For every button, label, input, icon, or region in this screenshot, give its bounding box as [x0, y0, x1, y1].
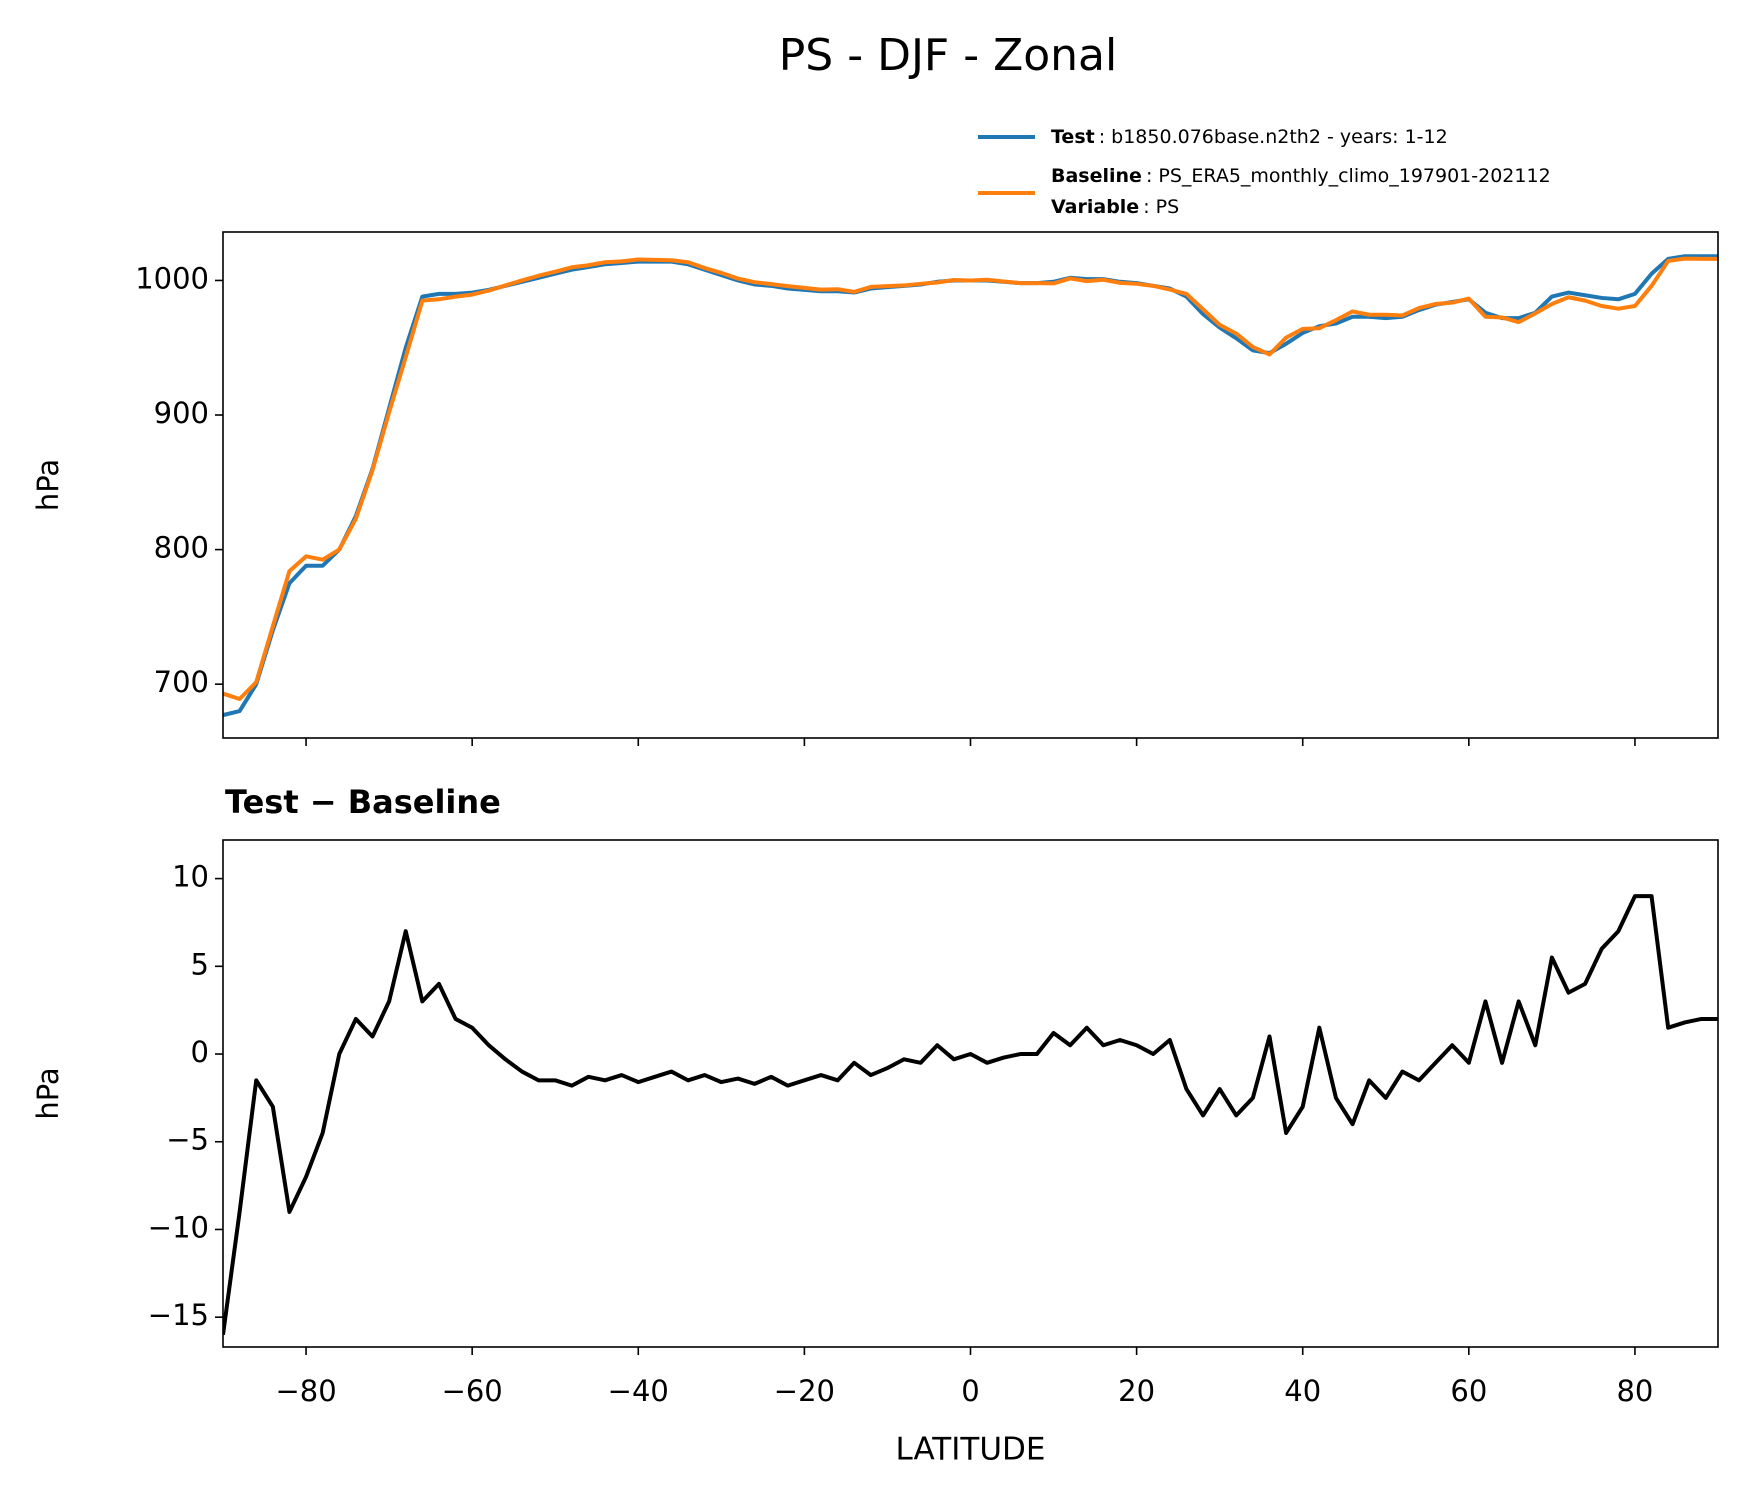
- subplot-title: Test − Baseline: [225, 783, 501, 821]
- x-tick-label: 20: [1118, 1374, 1155, 1408]
- legend-name: Baseline: [1051, 165, 1142, 187]
- x-tick-label: 60: [1450, 1374, 1487, 1408]
- y-tick-label: 0: [191, 1035, 209, 1069]
- legend-detail: : b1850.076base.n2th2 - years: 1-12: [1099, 126, 1448, 148]
- y-tick-label: −5: [166, 1123, 209, 1157]
- data-line: [223, 894, 1718, 1335]
- x-axis-label: LATITUDE: [896, 1432, 1046, 1468]
- y-tick-label: 700: [154, 665, 209, 699]
- y-axis-label: hPa: [31, 459, 65, 511]
- y-axis-label: hPa: [31, 1067, 65, 1119]
- legend-extra: Variable: PS: [1051, 196, 1179, 218]
- legend-entry: Test: b1850.076base.n2th2 - years: 1-12: [1051, 126, 1448, 148]
- x-tick-label: 80: [1616, 1374, 1653, 1408]
- legend-detail: : PS: [1143, 196, 1179, 218]
- x-tick-label: −60: [442, 1374, 503, 1408]
- axes-frame: [222, 231, 1719, 739]
- y-tick-label: −10: [148, 1210, 209, 1244]
- x-tick-label: −20: [774, 1374, 835, 1408]
- legend-name: Variable: [1051, 196, 1139, 218]
- y-tick-label: 800: [154, 531, 209, 565]
- y-tick-label: 5: [191, 947, 209, 981]
- data-line: [223, 254, 1718, 718]
- y-tick-label: 1000: [135, 261, 209, 295]
- y-tick-label: −15: [148, 1298, 209, 1332]
- x-tick-label: −80: [275, 1374, 336, 1408]
- y-tick-label: 900: [154, 396, 209, 430]
- figure-title: PS - DJF - Zonal: [779, 30, 1117, 81]
- x-tick-label: 40: [1284, 1374, 1321, 1408]
- y-tick-label: 10: [172, 860, 209, 894]
- x-tick-label: 0: [961, 1374, 979, 1408]
- x-tick-label: −40: [608, 1374, 669, 1408]
- legend-entry: Baseline: PS_ERA5_monthly_climo_197901-2…: [1051, 165, 1551, 187]
- data-line: [223, 256, 1718, 701]
- axes-frame: [222, 839, 1719, 1348]
- legend-name: Test: [1051, 126, 1095, 148]
- legend-detail: : PS_ERA5_monthly_climo_197901-202112: [1146, 165, 1551, 187]
